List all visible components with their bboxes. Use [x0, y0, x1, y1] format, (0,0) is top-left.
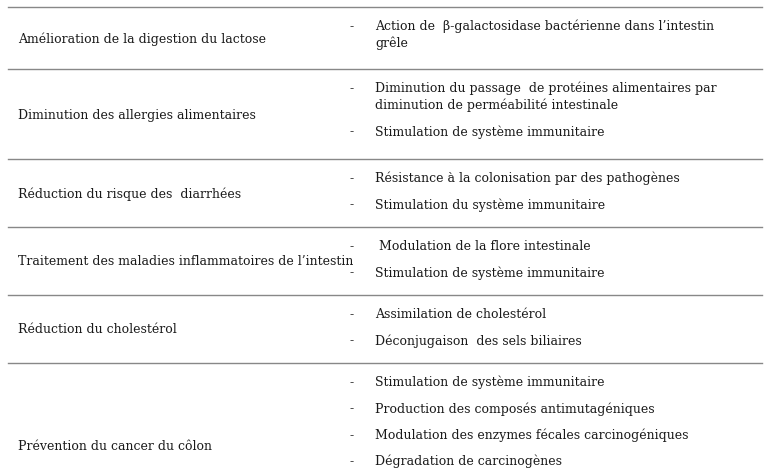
Text: Action de  β-galactosidase bactérienne dans l’intestin: Action de β-galactosidase bactérienne da… [375, 20, 714, 33]
Text: -: - [350, 454, 354, 467]
Text: -: - [350, 198, 354, 211]
Text: Réduction du cholestérol: Réduction du cholestérol [18, 323, 177, 336]
Text: Stimulation de système immunitaire: Stimulation de système immunitaire [375, 125, 604, 139]
Text: Diminution des allergies alimentaires: Diminution des allergies alimentaires [18, 108, 256, 121]
Text: -: - [350, 125, 354, 138]
Text: -: - [350, 266, 354, 279]
Text: diminution de perméabilité intestinale: diminution de perméabilité intestinale [375, 99, 618, 112]
Text: Amélioration de la digestion du lactose: Amélioration de la digestion du lactose [18, 32, 266, 46]
Text: Dégradation de carcinogènes: Dégradation de carcinogènes [375, 454, 562, 467]
Text: -: - [350, 428, 354, 441]
Text: Déconjugaison  des sels biliaires: Déconjugaison des sels biliaires [375, 333, 582, 347]
Text: -: - [350, 239, 354, 252]
Text: Modulation de la flore intestinale: Modulation de la flore intestinale [375, 239, 591, 252]
Text: Modulation des enzymes fécales carcinogéniques: Modulation des enzymes fécales carcinogé… [375, 427, 688, 441]
Text: Stimulation de système immunitaire: Stimulation de système immunitaire [375, 375, 604, 388]
Text: -: - [350, 82, 354, 95]
Text: Stimulation de système immunitaire: Stimulation de système immunitaire [375, 266, 604, 279]
Text: Traitement des maladies inflammatoires de l’intestin: Traitement des maladies inflammatoires d… [18, 255, 353, 268]
Text: Réduction du risque des  diarrhées: Réduction du risque des diarrhées [18, 187, 241, 200]
Text: -: - [350, 334, 354, 347]
Text: grêle: grêle [375, 37, 408, 50]
Text: -: - [350, 375, 354, 388]
Text: -: - [350, 402, 354, 415]
Text: Assimilation de cholestérol: Assimilation de cholestérol [375, 307, 546, 320]
Text: Résistance à la colonisation par des pathogènes: Résistance à la colonisation par des pat… [375, 171, 680, 185]
Text: Stimulation du système immunitaire: Stimulation du système immunitaire [375, 198, 605, 211]
Text: Prévention du cancer du côlon: Prévention du cancer du côlon [18, 439, 212, 452]
Text: -: - [350, 172, 354, 185]
Text: -: - [350, 307, 354, 320]
Text: Production des composés antimutagéniques: Production des composés antimutagéniques [375, 401, 654, 415]
Text: -: - [350, 20, 354, 33]
Text: Diminution du passage  de protéines alimentaires par: Diminution du passage de protéines alime… [375, 81, 717, 95]
